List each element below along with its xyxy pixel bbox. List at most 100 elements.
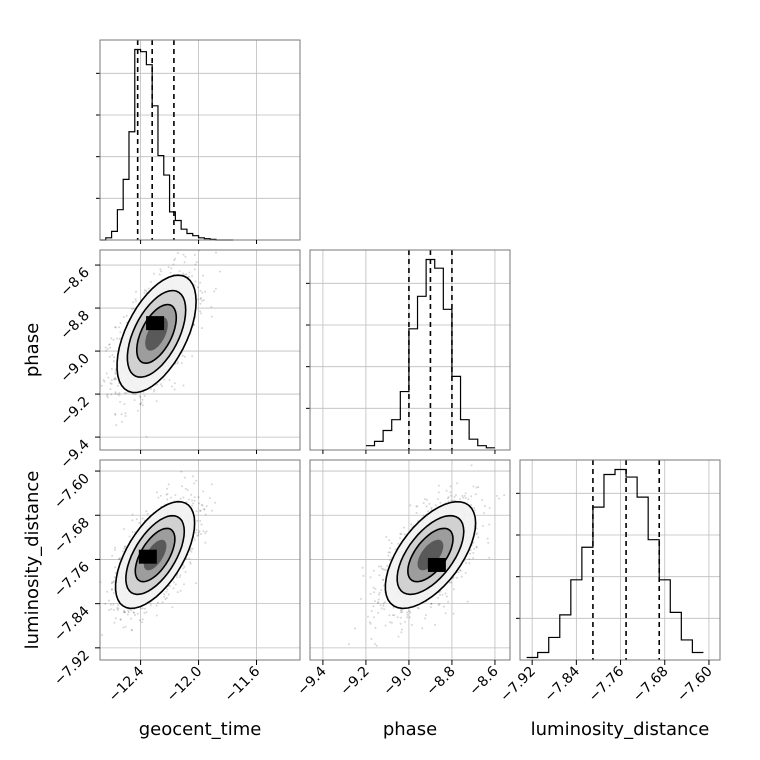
sample-point [153, 388, 156, 391]
sample-point [403, 526, 406, 529]
histogram-luminosity-distance [516, 459, 721, 661]
sample-point [400, 533, 403, 536]
sample-point [203, 508, 206, 511]
sample-point [139, 396, 142, 399]
sample-point [193, 496, 196, 499]
sample-point [464, 571, 467, 574]
sample-point [457, 571, 460, 574]
sample-point [472, 541, 475, 544]
sample-point [178, 576, 181, 578]
sample-point [444, 592, 447, 595]
sample-point [179, 589, 182, 592]
sample-point [176, 360, 179, 363]
sample-point [170, 267, 173, 270]
sample-point [380, 567, 383, 570]
sample-point [180, 470, 183, 473]
sample-point [130, 628, 133, 631]
sample-point [104, 602, 107, 605]
sample-point [496, 494, 499, 497]
sample-point [114, 546, 117, 549]
sample-point [465, 562, 468, 564]
sample-point [434, 623, 437, 626]
sample-point [155, 614, 158, 617]
sample-point [397, 542, 400, 545]
sample-point [416, 505, 419, 508]
sample-point [108, 343, 111, 346]
sample-point [378, 591, 381, 594]
sample-point [450, 581, 453, 584]
x-tick-label: −7.84 [542, 663, 584, 705]
sample-point [186, 489, 189, 492]
sample-point [115, 424, 118, 427]
sample-point [408, 616, 411, 619]
sample-point [373, 643, 376, 645]
sample-point [381, 578, 384, 581]
sample-point [108, 355, 111, 358]
sample-point [204, 541, 207, 544]
sample-point [189, 549, 192, 552]
sample-point [424, 617, 427, 620]
sample-point [169, 271, 172, 274]
sample-point [124, 412, 127, 415]
sample-point [124, 625, 127, 628]
sample-point [387, 551, 390, 554]
sample-point [474, 493, 477, 496]
sample-point [463, 494, 466, 497]
sample-point [184, 570, 187, 573]
sample-point [202, 508, 205, 511]
sample-point [377, 565, 380, 568]
y-tick-label: −9.4 [57, 437, 92, 472]
sample-point [116, 609, 119, 611]
sample-point [166, 498, 169, 501]
sample-point [113, 576, 116, 579]
y-tick-label: −7.92 [51, 647, 93, 689]
density-geocent-time-vs-luminosity-distance [91, 459, 301, 661]
sample-point [110, 337, 113, 340]
sample-point [477, 536, 480, 539]
sample-point [437, 596, 440, 599]
sample-point [481, 498, 484, 501]
sample-point [390, 621, 393, 624]
sample-point [373, 600, 376, 603]
sample-point [138, 619, 141, 622]
sample-point [109, 388, 112, 391]
contour-line [407, 527, 454, 583]
sample-point [94, 377, 96, 379]
y-tick-label: −7.84 [51, 603, 93, 645]
sample-point [108, 343, 111, 346]
x-tick-label: −9.2 [337, 664, 372, 699]
sample-point [373, 591, 376, 594]
sample-point [110, 582, 113, 585]
sample-point [183, 261, 186, 264]
sample-point [460, 575, 463, 578]
sample-point [123, 392, 126, 395]
sample-point [201, 291, 204, 294]
sample-point [379, 604, 382, 607]
sample-point [117, 604, 119, 606]
sample-point [360, 597, 362, 600]
sample-point [111, 588, 113, 591]
sample-point [91, 595, 93, 597]
sample-point [94, 639, 96, 641]
sample-point [442, 605, 445, 608]
sample-point [476, 532, 479, 535]
sample-point [132, 611, 135, 614]
sample-point [424, 498, 426, 501]
sample-point [380, 607, 383, 610]
sample-point [122, 626, 125, 629]
sample-point [391, 614, 394, 617]
sample-point [174, 494, 177, 496]
sample-point [145, 290, 148, 292]
sample-point [114, 376, 117, 379]
sample-point [104, 346, 107, 349]
x-tick-label: −7.76 [586, 663, 628, 705]
sample-point [188, 498, 190, 501]
sample-point [141, 398, 144, 401]
sample-point [452, 588, 455, 591]
sample-point [158, 273, 161, 276]
sample-point [483, 512, 485, 515]
sample-point [446, 497, 449, 500]
sample-point [117, 384, 119, 387]
histogram-phase [306, 249, 511, 451]
sample-point [145, 611, 148, 614]
